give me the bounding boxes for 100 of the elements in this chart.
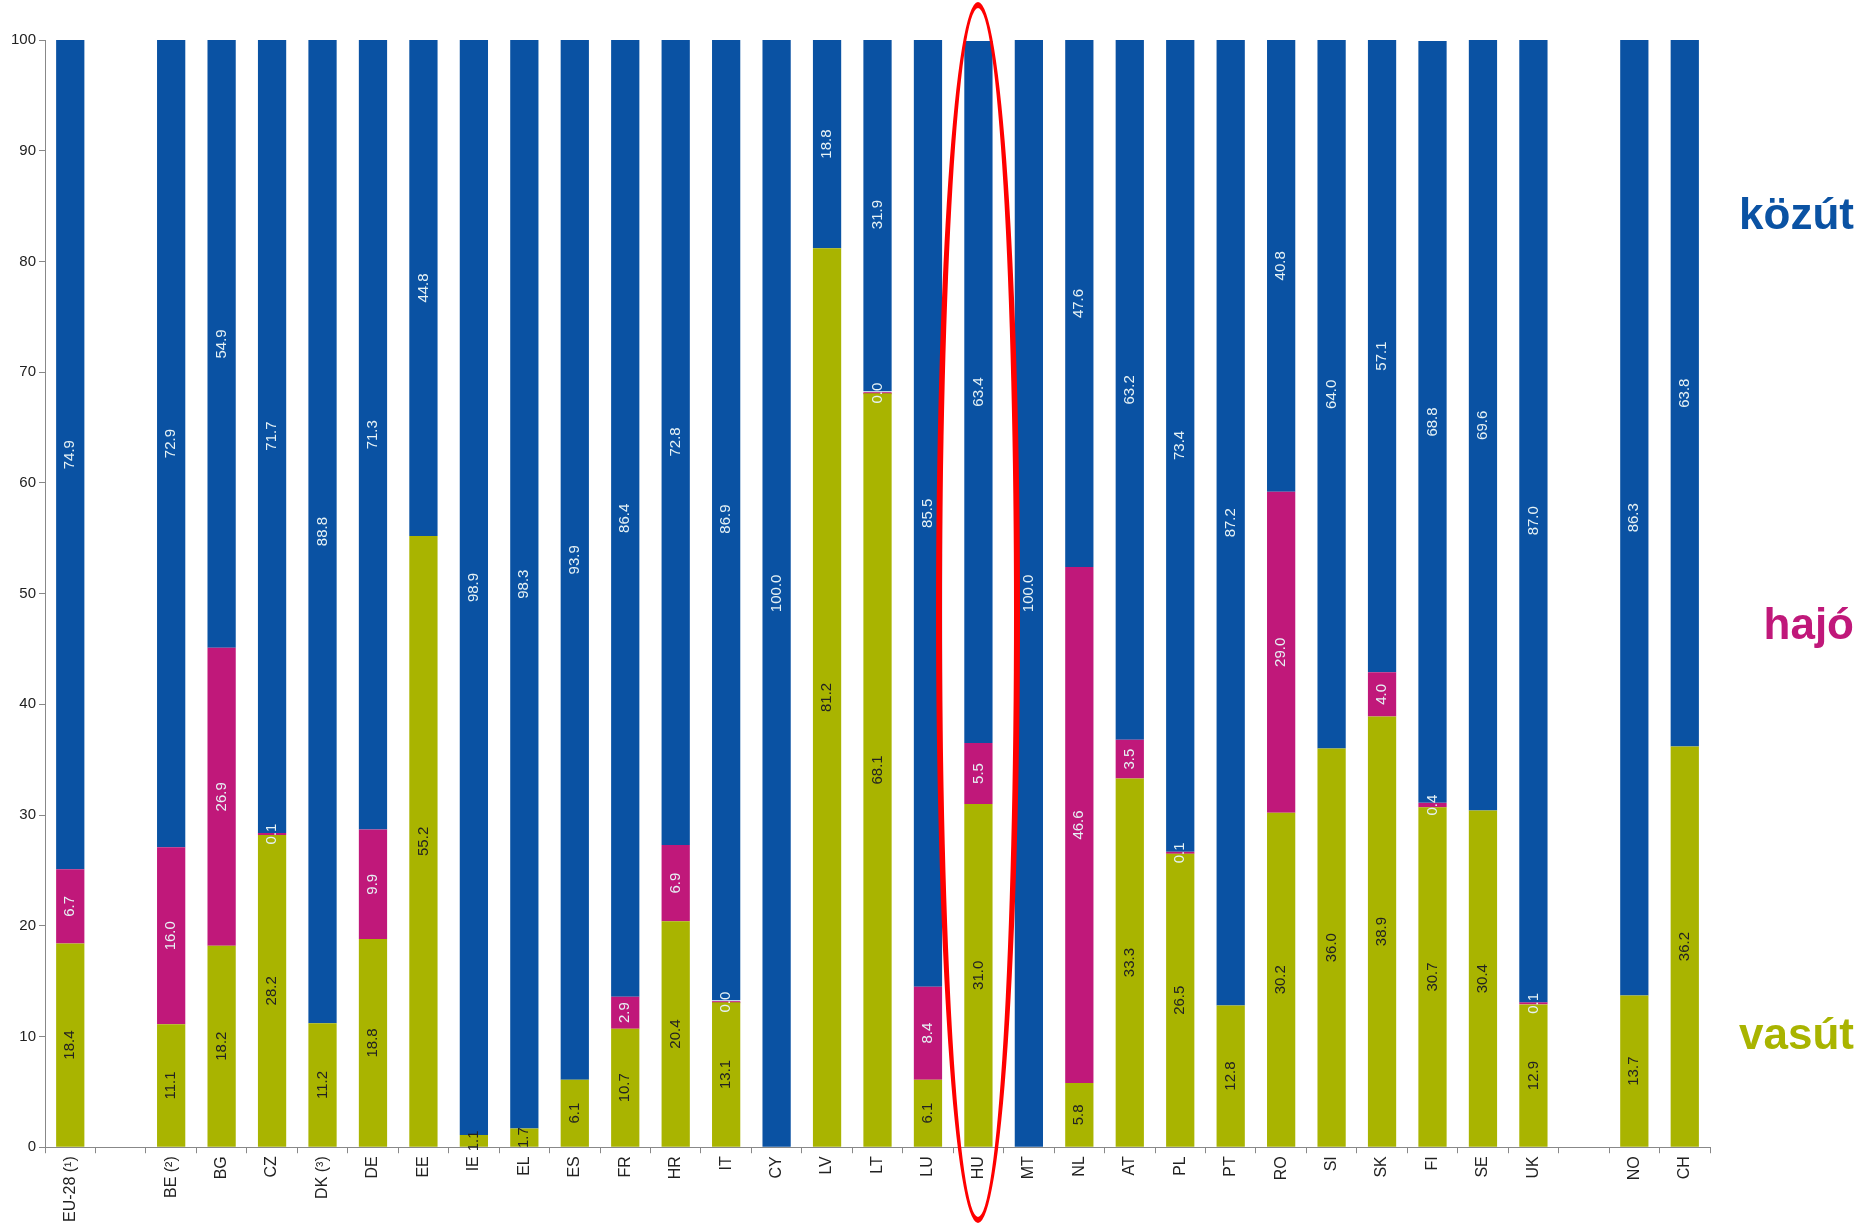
data-label: 12.9 xyxy=(1523,1060,1541,1091)
bar xyxy=(1670,746,1699,1147)
data-label: 68.1 xyxy=(867,755,885,785)
bar xyxy=(1670,40,1699,747)
bar xyxy=(1468,40,1498,811)
bar xyxy=(1367,716,1397,1147)
data-label: 55.2 xyxy=(413,826,431,856)
data-label: 6.9 xyxy=(665,872,683,894)
data-label: 87.2 xyxy=(1220,508,1238,538)
x-tick-label: EU-28 (¹) xyxy=(60,1156,78,1222)
x-tick-label: IT xyxy=(716,1155,734,1171)
data-label: 73.4 xyxy=(1170,430,1188,461)
bar xyxy=(1216,40,1245,1006)
data-label: 5.8 xyxy=(1069,1104,1087,1126)
bar xyxy=(1620,995,1649,1147)
data-label: 1.1 xyxy=(464,1130,482,1152)
bar xyxy=(913,986,943,1080)
data-label: 30.4 xyxy=(1473,964,1491,994)
bar xyxy=(1367,40,1397,673)
data-label: 31.0 xyxy=(968,960,986,990)
x-tick-label: PT xyxy=(1221,1156,1239,1177)
series-label: vasút xyxy=(1739,1008,1855,1058)
y-tick-label: 10 xyxy=(19,1026,37,1044)
data-label: 18.2 xyxy=(211,1031,229,1061)
data-label: 71.3 xyxy=(363,420,381,450)
data-label: 29.0 xyxy=(1271,637,1289,667)
bar xyxy=(157,40,186,848)
x-tick-label: BG xyxy=(212,1156,230,1180)
bar xyxy=(964,41,993,744)
data-label: 86.9 xyxy=(716,504,734,534)
data-label: 6.1 xyxy=(564,1102,582,1124)
x-tick-label: AT xyxy=(1120,1156,1138,1176)
bar xyxy=(611,1028,640,1147)
data-label: 88.8 xyxy=(312,517,330,547)
bar xyxy=(560,1079,589,1147)
data-label: 26.5 xyxy=(1170,985,1188,1015)
data-label: 20.4 xyxy=(665,1019,683,1049)
bar xyxy=(1065,1083,1094,1147)
bar xyxy=(1267,491,1296,813)
x-tick-label: LV xyxy=(817,1155,835,1175)
data-label: 63.2 xyxy=(1119,375,1137,405)
data-label: 86.3 xyxy=(1624,503,1642,533)
data-label: 2.9 xyxy=(615,1002,633,1024)
bar xyxy=(358,829,388,940)
y-tick-label: 20 xyxy=(19,915,37,933)
bar xyxy=(661,40,690,845)
bar xyxy=(409,536,438,1147)
data-label: 5.5 xyxy=(968,763,986,784)
data-label: 57.1 xyxy=(1372,341,1390,371)
bar xyxy=(1468,810,1498,1147)
data-label: 54.9 xyxy=(211,329,229,359)
data-label: 63.8 xyxy=(1674,378,1692,408)
x-tick-label: LU xyxy=(918,1156,936,1177)
bar xyxy=(157,847,186,1025)
data-label: 81.2 xyxy=(817,682,835,713)
x-tick-label: NL xyxy=(1069,1156,1087,1177)
bar xyxy=(207,647,236,946)
data-label: 100.0 xyxy=(1019,574,1037,613)
bar xyxy=(510,40,539,1129)
bar xyxy=(661,844,690,922)
data-label: 38.9 xyxy=(1372,917,1390,947)
x-tick-label: LT xyxy=(867,1155,885,1174)
data-label: 8.4 xyxy=(918,1022,936,1044)
bar xyxy=(1115,40,1144,740)
x-tick-label: FI xyxy=(1422,1156,1440,1171)
data-label: 26.9 xyxy=(211,782,229,812)
data-label: 74.9 xyxy=(60,440,78,470)
bar xyxy=(1317,748,1346,1147)
bar xyxy=(308,40,337,1024)
data-label: 72.9 xyxy=(161,428,179,459)
data-label: 86.4 xyxy=(615,503,633,533)
x-tick-label: PL xyxy=(1170,1156,1188,1176)
x-tick-label: MT xyxy=(1019,1156,1037,1180)
y-tick-label: 70 xyxy=(19,362,37,380)
x-tick-label: NO xyxy=(1624,1156,1642,1181)
bar xyxy=(1115,739,1144,779)
data-label: 11.1 xyxy=(161,1071,179,1100)
text: hajó xyxy=(1763,598,1854,648)
data-label: 40.8 xyxy=(1271,251,1289,281)
data-label: 30.7 xyxy=(1422,962,1440,992)
data-label: 0.4 xyxy=(1422,794,1440,816)
x-tick-label: HR xyxy=(666,1156,684,1180)
bar xyxy=(1620,40,1649,996)
x-tick-label: CZ xyxy=(262,1155,280,1178)
data-label: 18.4 xyxy=(60,1030,78,1060)
bar xyxy=(1267,812,1296,1147)
data-label: 0.1 xyxy=(1170,842,1188,864)
x-tick-label: CY xyxy=(767,1155,785,1179)
x-tick-label: CH xyxy=(1675,1156,1693,1180)
data-label: 13.7 xyxy=(1624,1056,1642,1086)
bar xyxy=(56,869,85,944)
data-label: 30.2 xyxy=(1271,965,1289,995)
x-tick-label: IE xyxy=(464,1156,482,1172)
data-label: 16.0 xyxy=(161,921,179,951)
bar xyxy=(762,40,791,1147)
series-label: közút xyxy=(1739,189,1855,239)
data-label: 18.8 xyxy=(817,129,835,159)
data-label: 87.0 xyxy=(1523,506,1541,536)
data-label: 3.5 xyxy=(1119,748,1137,770)
bar xyxy=(1065,567,1094,1083)
